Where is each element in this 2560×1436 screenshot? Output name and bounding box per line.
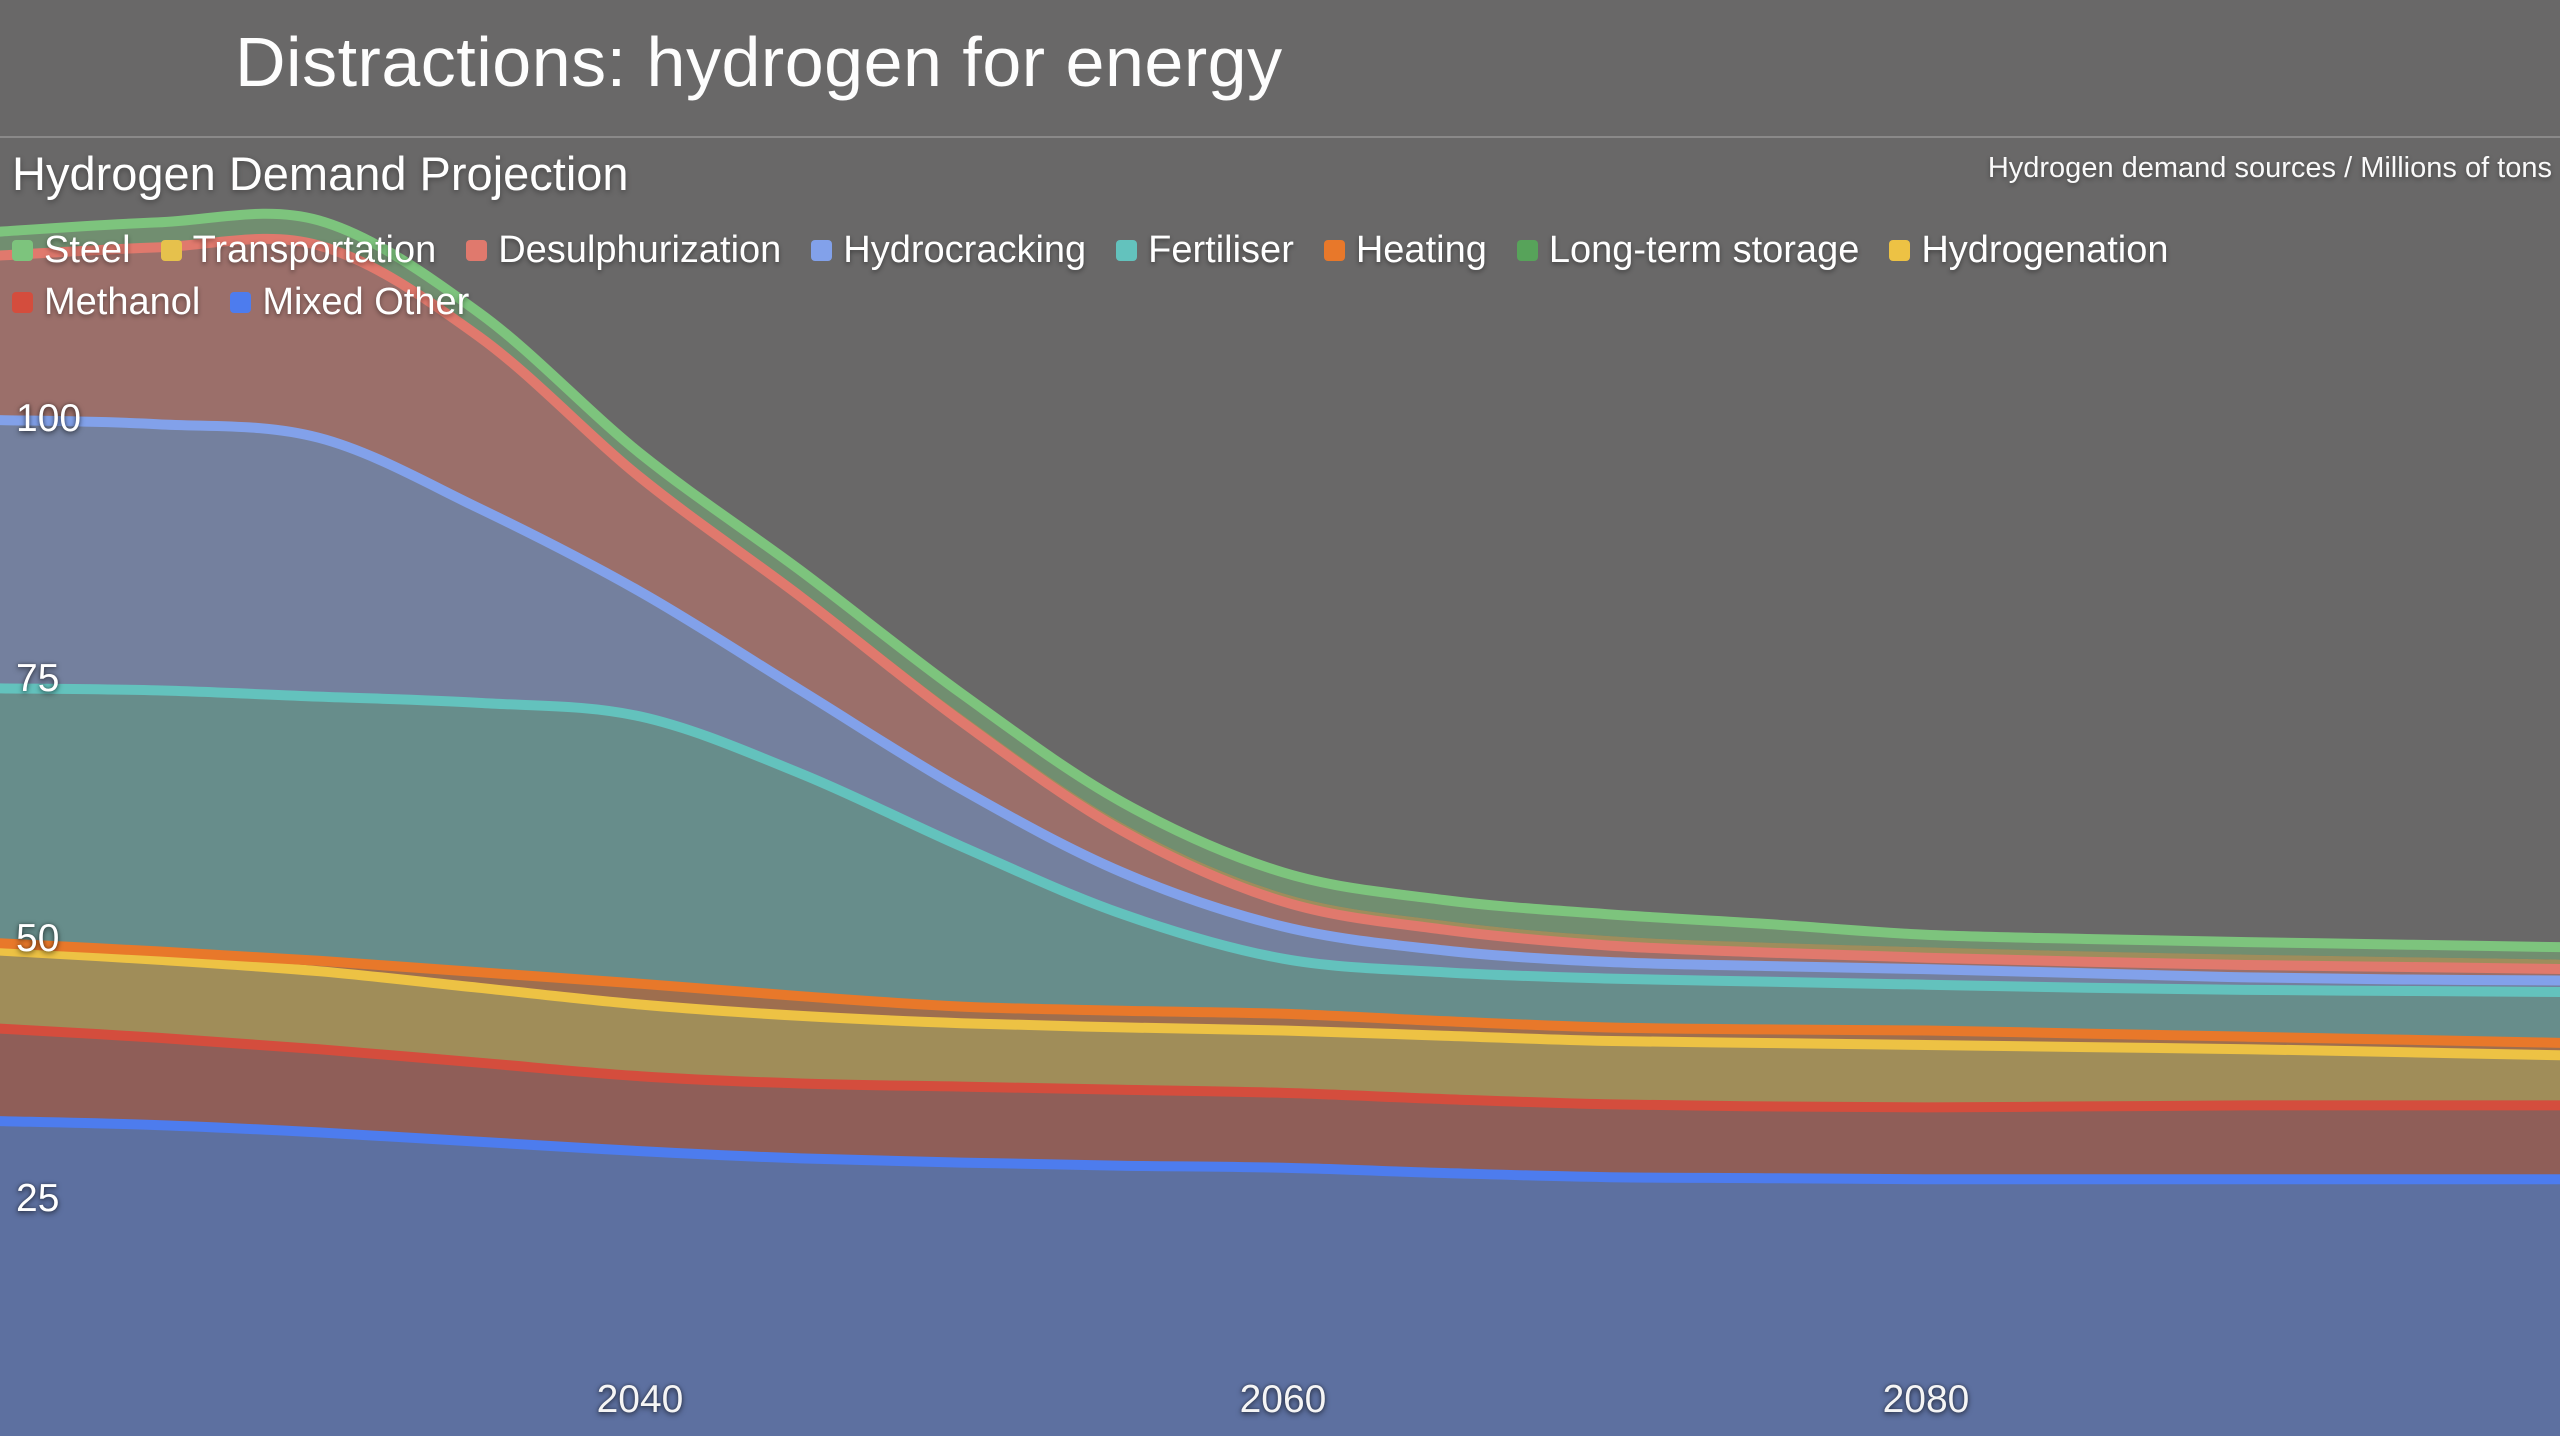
legend-swatch-icon <box>1516 239 1538 261</box>
area-line-desulphurization <box>0 233 2560 974</box>
legend-label: Fertiliser <box>1148 228 1294 271</box>
legend-swatch-icon <box>12 291 33 313</box>
legend-swatch-icon <box>12 239 33 261</box>
area-line-hydrocracking <box>0 415 2560 986</box>
area-band-fertiliser <box>0 688 2560 1043</box>
legend-item-steel: Steel <box>12 229 131 272</box>
chart-axis-note: Hydrogen demand sources / Millions of to… <box>1987 152 2552 184</box>
y-axis-tick-label: 25 <box>16 1177 60 1221</box>
legend-label: Transportation <box>192 228 437 271</box>
legend-swatch-icon <box>160 239 182 261</box>
area-line-methanol <box>0 1023 2560 1113</box>
y-axis-tick-label: 75 <box>16 657 60 701</box>
legend-item-long-term-storage: Long-term storage <box>1516 228 1860 272</box>
legend-swatch-icon <box>1889 239 1911 261</box>
area-band-hydrocracking <box>0 420 2560 992</box>
area-band-desulphurization <box>0 238 2560 981</box>
area-line-steel <box>0 208 2560 953</box>
legend-row: Steel Transportation Desulphurization Hydro… <box>12 224 2199 276</box>
legend-item-fertiliser: Fertiliser <box>1116 229 1294 272</box>
title-divider <box>0 136 2560 138</box>
page-title: Distractions: hydrogen for energy <box>235 23 1283 101</box>
area-band-heating <box>0 943 2560 1056</box>
legend-swatch-icon <box>1323 239 1345 261</box>
legend-label: Methanol <box>44 280 201 323</box>
legend-row: Methanol Mixed Other <box>12 276 2199 328</box>
chart-title: Hydrogen Demand Projection <box>12 147 629 200</box>
legend-label: Mixed Other <box>262 280 470 323</box>
legend-item-methanol: Methanol <box>12 281 200 324</box>
area-line-heating <box>0 938 2560 1048</box>
chart-legend: Steel Transportation Desulphurization Hydro… <box>12 224 2199 328</box>
area-band-mixed-other <box>0 1121 2560 1436</box>
legend-item-hydrogenation: Hydrogenation <box>1889 228 2169 272</box>
legend-swatch-icon <box>230 291 252 313</box>
legend-swatch-icon <box>466 239 488 261</box>
legend-label: Long-term storage <box>1548 228 1860 271</box>
legend-item-hydrocracking: Hydrocracking <box>811 229 1086 272</box>
legend-label: Heating <box>1355 228 1487 271</box>
x-axis-tick-label: 2060 <box>1239 1378 1327 1421</box>
legend-label: Hydrogenation <box>1921 228 2169 271</box>
x-axis-tick-label: 2080 <box>1882 1378 1970 1421</box>
legend-item-transportation: Transportation <box>160 228 437 272</box>
area-line-fertiliser <box>0 683 2560 997</box>
x-axis-tick-label: 2040 <box>596 1378 684 1421</box>
legend-swatch-icon <box>1116 239 1138 261</box>
y-axis-tick-label: 100 <box>16 397 82 441</box>
area-line-hydrogenation <box>0 945 2560 1061</box>
legend-item-heating: Heating <box>1323 228 1487 272</box>
legend-label: Desulphurization <box>498 228 782 271</box>
legend-label: Hydrocracking <box>843 228 1087 271</box>
legend-item-mixed-other: Mixed Other <box>230 281 469 324</box>
area-band-methanol <box>0 1028 2560 1180</box>
legend-swatch-icon <box>811 239 833 261</box>
legend-item-desulphurization: Desulphurization <box>466 229 781 272</box>
y-axis-tick-label: 50 <box>16 917 60 961</box>
legend-label: Steel <box>44 228 131 271</box>
area-band-hydrogenation <box>0 950 2560 1108</box>
area-line-mixed-other <box>0 1116 2560 1185</box>
